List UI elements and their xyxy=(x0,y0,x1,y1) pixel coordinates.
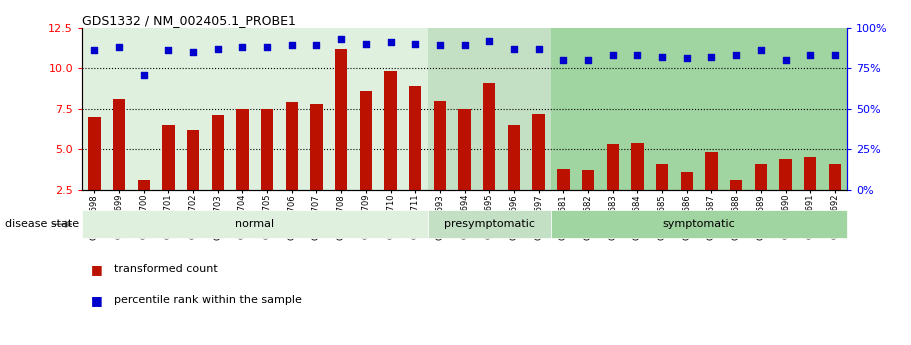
Bar xyxy=(730,180,742,190)
Point xyxy=(827,52,842,58)
Point xyxy=(630,52,645,58)
Text: ■: ■ xyxy=(91,263,103,276)
Point xyxy=(507,46,521,51)
Bar xyxy=(458,109,471,190)
Bar xyxy=(409,86,422,190)
Point xyxy=(384,39,398,45)
Point xyxy=(433,43,447,48)
Bar xyxy=(211,115,224,190)
Bar xyxy=(187,130,200,190)
Point xyxy=(482,38,496,43)
Bar xyxy=(551,210,847,238)
Bar xyxy=(582,170,594,190)
Point xyxy=(210,46,225,51)
Bar xyxy=(82,210,427,238)
Point xyxy=(334,36,349,42)
Point xyxy=(359,41,374,47)
Bar xyxy=(427,210,551,238)
Text: transformed count: transformed count xyxy=(114,264,218,274)
Point xyxy=(753,48,768,53)
Bar xyxy=(607,144,619,190)
Text: disease state: disease state xyxy=(5,219,78,229)
Text: normal: normal xyxy=(235,219,274,229)
Bar xyxy=(434,101,446,190)
Bar xyxy=(754,164,767,190)
Bar xyxy=(286,102,298,190)
Text: presymptomatic: presymptomatic xyxy=(444,219,535,229)
Bar xyxy=(311,104,322,190)
Point xyxy=(606,52,620,58)
Point xyxy=(408,41,423,47)
Point xyxy=(186,49,200,55)
Point xyxy=(137,72,151,77)
Bar xyxy=(829,164,841,190)
Bar xyxy=(335,49,347,190)
Text: percentile rank within the sample: percentile rank within the sample xyxy=(114,295,302,305)
Point xyxy=(556,57,570,63)
Point xyxy=(729,52,743,58)
Bar xyxy=(360,91,372,190)
Bar xyxy=(236,109,249,190)
Bar xyxy=(384,71,396,190)
Point xyxy=(778,57,793,63)
Bar xyxy=(483,83,496,190)
Point xyxy=(161,48,176,53)
Point xyxy=(87,48,102,53)
Point xyxy=(580,57,595,63)
Point xyxy=(235,44,250,50)
Bar xyxy=(82,28,427,190)
Bar xyxy=(779,159,792,190)
Text: ■: ■ xyxy=(91,294,103,307)
Point xyxy=(284,43,299,48)
Point xyxy=(457,43,472,48)
Bar xyxy=(162,125,175,190)
Text: GDS1332 / NM_002405.1_PROBE1: GDS1332 / NM_002405.1_PROBE1 xyxy=(82,14,296,27)
Point xyxy=(309,43,323,48)
Bar xyxy=(551,28,847,190)
Bar xyxy=(138,180,150,190)
Text: symptomatic: symptomatic xyxy=(662,219,735,229)
Bar xyxy=(533,114,545,190)
Bar xyxy=(88,117,100,190)
Bar xyxy=(631,143,643,190)
Point xyxy=(803,52,817,58)
Point xyxy=(260,44,274,50)
Bar xyxy=(656,164,669,190)
Point xyxy=(531,46,546,51)
Point xyxy=(680,56,694,61)
Bar xyxy=(427,28,551,190)
Bar xyxy=(261,109,273,190)
Point xyxy=(704,54,719,60)
Bar xyxy=(558,169,569,190)
Bar xyxy=(507,125,520,190)
Bar xyxy=(705,152,718,190)
Point xyxy=(112,44,127,50)
Bar xyxy=(681,172,693,190)
Bar xyxy=(804,157,816,190)
Bar xyxy=(113,99,125,190)
Point xyxy=(655,54,670,60)
